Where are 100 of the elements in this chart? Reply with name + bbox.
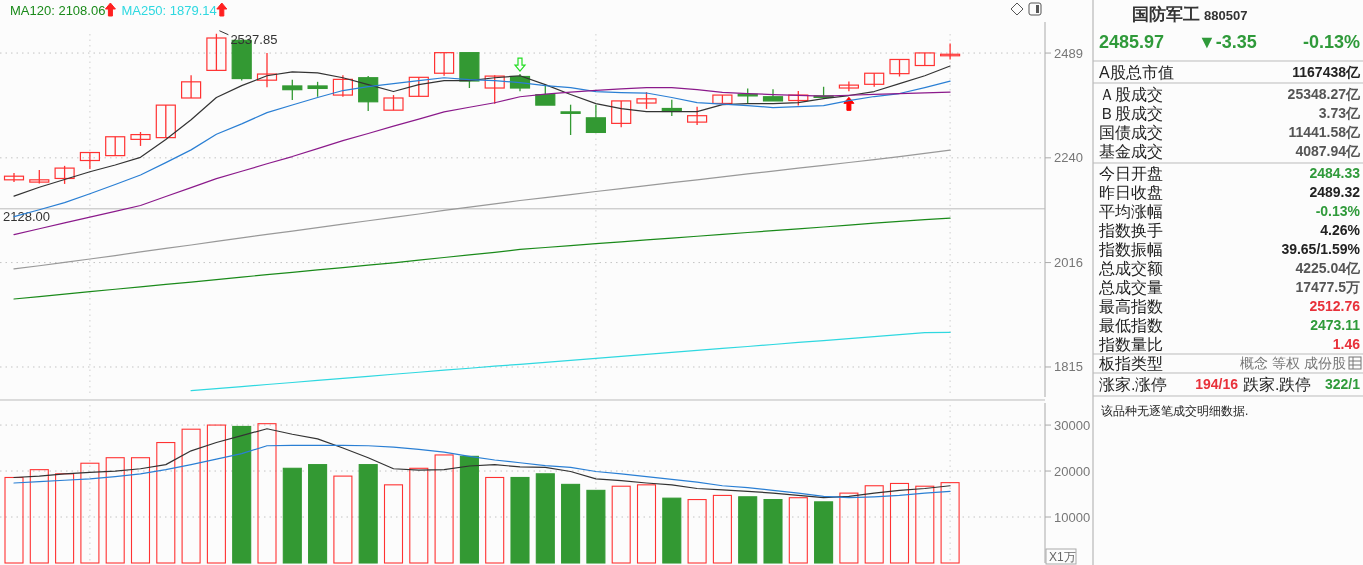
text: 25348.27亿 bbox=[1287, 86, 1360, 102]
bar bbox=[232, 425, 252, 564]
candlestick bbox=[54, 165, 75, 185]
bar bbox=[282, 467, 302, 564]
line-series bbox=[13, 444, 951, 499]
text: 1167438亿 bbox=[1292, 64, 1360, 80]
text: 2484.33 bbox=[1309, 165, 1360, 181]
text: 4225.04亿 bbox=[1295, 260, 1360, 276]
text: ▼-3.35 bbox=[1198, 32, 1257, 52]
y-tick-label: 2489 bbox=[1054, 45, 1083, 61]
bar bbox=[181, 428, 201, 564]
bar bbox=[889, 482, 910, 564]
text: 1.46 bbox=[1332, 336, 1360, 352]
category-label: 指数量比 bbox=[1098, 335, 1163, 353]
bar bbox=[80, 462, 100, 564]
bar bbox=[636, 484, 657, 564]
candlestick bbox=[585, 104, 606, 134]
category-label: 跌家.跌停 bbox=[1243, 375, 1312, 393]
category-label: 基金成交 bbox=[1099, 142, 1163, 160]
bar bbox=[814, 501, 834, 564]
bar bbox=[383, 484, 404, 564]
category-label: 板指类型 bbox=[1098, 354, 1163, 372]
text: 11441.58亿 bbox=[1288, 124, 1360, 140]
text: 39.65/1.59% bbox=[1281, 241, 1360, 257]
candlestick bbox=[940, 42, 961, 61]
text: 17477.5万 bbox=[1295, 279, 1360, 295]
text: 概念 等权 成份股 bbox=[1240, 355, 1346, 371]
candlestick bbox=[838, 80, 859, 92]
category-label: 总成交额 bbox=[1098, 259, 1163, 277]
bar bbox=[358, 464, 378, 564]
text: MA120: 2108.06 bbox=[10, 2, 106, 18]
bar bbox=[459, 455, 479, 564]
y-tick-label: 2240 bbox=[1054, 150, 1083, 166]
y-tick-label: 10000 bbox=[1054, 509, 1091, 525]
bar bbox=[712, 494, 732, 564]
bar bbox=[586, 489, 606, 564]
bar bbox=[611, 485, 631, 564]
annotation: 2537.85 bbox=[230, 32, 278, 48]
category-label: 总成交量 bbox=[1098, 278, 1163, 296]
candlestick bbox=[332, 74, 353, 98]
category-label: 最高指数 bbox=[1099, 297, 1163, 315]
candlestick bbox=[3, 172, 25, 183]
bar bbox=[662, 497, 682, 564]
text: -0.13% bbox=[1315, 203, 1360, 219]
bar bbox=[687, 499, 707, 564]
candlestick bbox=[535, 84, 556, 106]
bar bbox=[409, 467, 429, 564]
bar bbox=[561, 483, 581, 564]
bar bbox=[333, 475, 353, 564]
bar bbox=[510, 476, 530, 564]
category-label: A股总市值 bbox=[1099, 63, 1174, 81]
ref-line-label: 2128.00 bbox=[3, 208, 50, 224]
candlestick bbox=[206, 33, 227, 72]
category-label: 今日开盘 bbox=[1099, 164, 1163, 182]
bar bbox=[763, 499, 783, 564]
candlestick bbox=[256, 52, 278, 88]
text: 4.26% bbox=[1320, 222, 1360, 238]
bar bbox=[130, 457, 151, 564]
line-series bbox=[13, 65, 951, 197]
line-series bbox=[190, 331, 951, 392]
category-label: 指数换手 bbox=[1098, 221, 1163, 239]
text: -0.13% bbox=[1302, 32, 1360, 52]
line-series bbox=[13, 428, 951, 499]
bar bbox=[485, 476, 505, 564]
text: 880507 bbox=[1204, 7, 1248, 23]
category-label: 国债成交 bbox=[1099, 123, 1163, 141]
text: 该品种无逐笔成交明细数据. bbox=[1101, 404, 1249, 418]
bar bbox=[4, 476, 24, 564]
candlestick bbox=[408, 76, 429, 97]
text: 2473.11 bbox=[1310, 317, 1360, 333]
y-tick-label: 20000 bbox=[1054, 463, 1091, 479]
bar bbox=[206, 424, 226, 564]
bar bbox=[788, 497, 808, 564]
bar bbox=[915, 485, 935, 564]
category-label: Ｂ股成交 bbox=[1099, 104, 1163, 122]
bar bbox=[29, 469, 49, 564]
text: 2489.32 bbox=[1309, 184, 1360, 200]
text: MA250: 1879.14 bbox=[121, 2, 217, 18]
bar bbox=[864, 485, 884, 564]
category-label: 最低指数 bbox=[1099, 316, 1163, 334]
candlestick bbox=[434, 52, 455, 77]
candlestick bbox=[155, 104, 176, 139]
text: 3.73亿 bbox=[1318, 105, 1360, 121]
category-label: 昨日收盘 bbox=[1099, 183, 1163, 201]
bar bbox=[105, 457, 125, 564]
text: 2512.76 bbox=[1309, 298, 1360, 314]
text: 4087.94亿 bbox=[1295, 143, 1360, 159]
bar bbox=[308, 464, 328, 564]
bar bbox=[434, 454, 454, 564]
text: 2485.97 bbox=[1099, 32, 1165, 52]
category-label: 涨家.涨停 bbox=[1099, 375, 1168, 393]
candlestick bbox=[687, 106, 708, 126]
y-tick-label: 30000 bbox=[1054, 417, 1091, 433]
bar bbox=[55, 473, 75, 564]
bar bbox=[257, 423, 277, 564]
category-label: 指数振幅 bbox=[1098, 240, 1163, 258]
candlestick bbox=[181, 74, 202, 99]
category-label: 平均涨幅 bbox=[1099, 202, 1163, 220]
candlestick bbox=[79, 151, 100, 170]
text: 322/1 bbox=[1324, 376, 1360, 392]
